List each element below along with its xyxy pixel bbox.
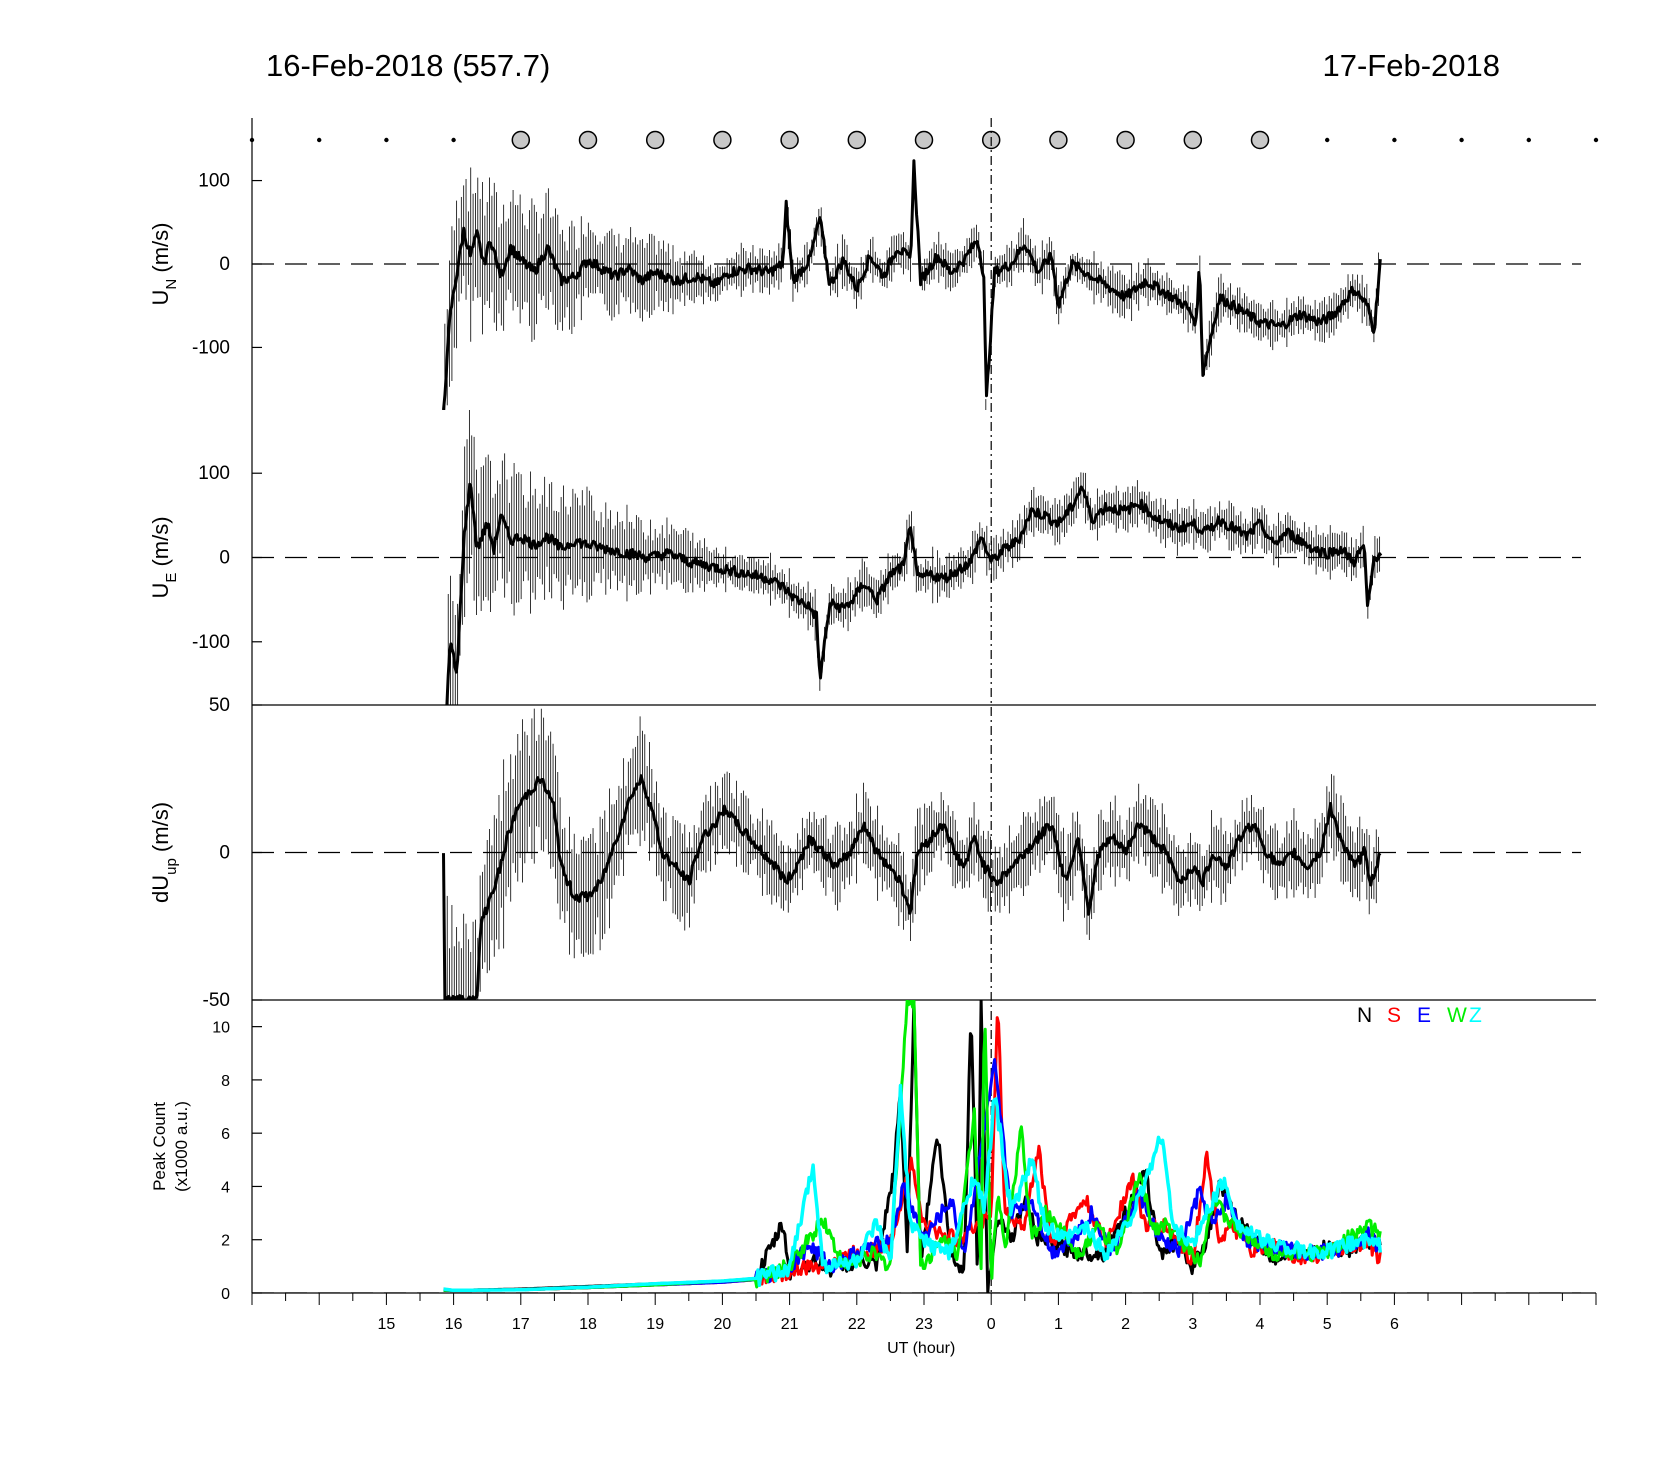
- y-label-unit: (m/s): [148, 802, 173, 858]
- observation-dot: [1593, 137, 1599, 143]
- legend-item-s: S: [1387, 1004, 1401, 1027]
- y-axis-label: dUup (m/s): [148, 802, 180, 903]
- x-tick-label: 0: [987, 1316, 996, 1333]
- x-tick-label: 19: [646, 1316, 664, 1333]
- y-tick-label: 100: [198, 171, 230, 192]
- observation-dot: [1325, 137, 1330, 143]
- observation-dot: [317, 137, 322, 143]
- series-line-UN: [442, 159, 1382, 410]
- panel-plot-area-UN: [442, 159, 1382, 410]
- y-tick-label: 100: [198, 463, 230, 484]
- x-tick-label: 23: [915, 1316, 933, 1333]
- legend-item-w: W: [1447, 1004, 1467, 1027]
- y-label-main: U: [148, 583, 173, 599]
- panel-plot-area-peak: [252, 1000, 1581, 1293]
- y-axis-label-text: dUup (m/s): [148, 802, 180, 903]
- x-tick-label: 15: [378, 1316, 396, 1333]
- observation-dot: [1526, 137, 1532, 143]
- y-tick-label: 0: [221, 1286, 230, 1303]
- y-axis-label-line1: Peak Count: [150, 1102, 169, 1191]
- right-date-title: 17-Feb-2018: [1322, 48, 1500, 83]
- legend-item-z: Z: [1469, 1004, 1482, 1027]
- observation-circle: [914, 130, 934, 150]
- observation-circle: [1049, 130, 1068, 150]
- x-tick-label: 1: [1054, 1316, 1063, 1333]
- x-tick-label: 3: [1188, 1316, 1197, 1333]
- observation-circle: [713, 130, 732, 150]
- y-label-subscript: up: [163, 858, 180, 875]
- y-tick-label: 4: [221, 1179, 230, 1196]
- y-tick-label: 0: [219, 548, 230, 569]
- series-line-dUup: [442, 774, 1382, 1000]
- observation-circle: [1250, 130, 1270, 150]
- observation-circle: [780, 130, 799, 150]
- x-tick-label: 6: [1390, 1316, 1399, 1333]
- y-tick-label: -100: [192, 337, 230, 358]
- y-tick-label: -100: [192, 632, 230, 653]
- series-line-z: [443, 1083, 1383, 1293]
- y-label-unit: (m/s): [148, 516, 173, 572]
- x-tick-label: 16: [445, 1316, 463, 1333]
- y-axis-label: UE (m/s): [148, 516, 180, 598]
- y-label-subscript: E: [163, 573, 180, 583]
- observation-dot: [1392, 137, 1397, 143]
- y-tick-label: 50: [209, 695, 230, 716]
- left-date-title: 16-Feb-2018 (557.7): [266, 48, 550, 83]
- y-axis-label: Peak Count (x1000 a.u.): [150, 1101, 191, 1192]
- observation-dot: [451, 137, 456, 143]
- observation-circle: [1116, 130, 1135, 150]
- observation-dot: [384, 137, 389, 143]
- y-tick-label: 0: [219, 843, 230, 864]
- y-tick-label: 10: [212, 1020, 230, 1037]
- y-axis-label-text: UE (m/s): [148, 516, 180, 598]
- x-tick-label: 17: [512, 1316, 530, 1333]
- x-tick-label: 2: [1121, 1316, 1130, 1333]
- x-tick-label: 4: [1256, 1316, 1265, 1333]
- y-label-unit: (m/s): [148, 223, 173, 279]
- y-axis-label-text: UN (m/s): [148, 223, 180, 306]
- legend-item-n: N: [1357, 1004, 1372, 1027]
- observation-circle: [847, 130, 867, 150]
- y-tick-label: 8: [221, 1073, 230, 1090]
- series-line-UE: [445, 482, 1383, 705]
- y-label-main: dU: [148, 875, 173, 903]
- y-axis-label-line2: (x1000 a.u.): [172, 1101, 191, 1192]
- observation-dot: [1459, 137, 1464, 143]
- panel-plot-area-dUup: [442, 708, 1382, 1000]
- x-axis-label: UT (hour): [887, 1340, 955, 1357]
- y-label-subscript: N: [163, 279, 180, 290]
- y-tick-label: 0: [219, 254, 230, 275]
- y-tick-label: 6: [221, 1126, 230, 1143]
- observation-circle: [1183, 130, 1203, 150]
- observation-circle: [578, 130, 598, 150]
- x-tick-label: 20: [714, 1316, 732, 1333]
- y-tick-label: -50: [203, 990, 230, 1011]
- x-tick-label: 5: [1323, 1316, 1332, 1333]
- series-line-n: [443, 1000, 1382, 1293]
- observation-circle: [511, 130, 531, 150]
- legend-item-e: E: [1417, 1004, 1431, 1027]
- y-label-main: U: [148, 290, 173, 306]
- x-tick-label: 21: [781, 1316, 799, 1333]
- x-tick-label: 18: [579, 1316, 597, 1333]
- y-tick-label: 2: [221, 1233, 230, 1250]
- x-tick-label: 22: [848, 1316, 866, 1333]
- observation-circle: [645, 130, 665, 150]
- panel-plot-area-UE: [445, 410, 1383, 705]
- y-axis-label: UN (m/s): [148, 223, 180, 306]
